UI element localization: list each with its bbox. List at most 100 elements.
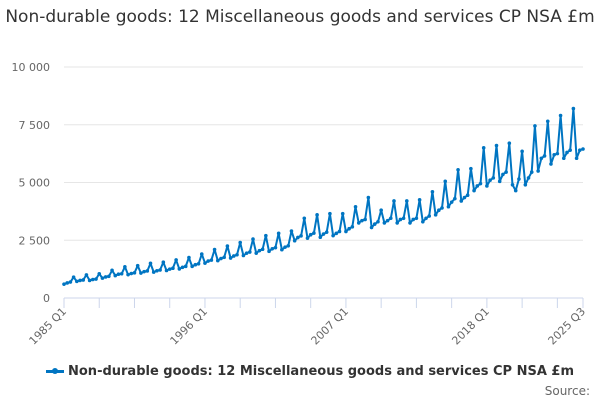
data-point (517, 177, 521, 181)
data-point (100, 276, 105, 280)
y-tick-label: 5 000 (19, 177, 51, 190)
data-point (87, 278, 92, 283)
data-point (132, 271, 137, 275)
data-point (119, 271, 124, 276)
data-point (97, 271, 102, 276)
data-point (324, 230, 329, 234)
data-point (212, 247, 217, 252)
y-tick-label: 2 500 (19, 234, 51, 247)
data-point (510, 183, 515, 187)
data-point (280, 247, 284, 252)
data-point (565, 150, 569, 155)
data-point (193, 262, 198, 267)
data-point (417, 198, 422, 202)
data-point (123, 265, 127, 269)
data-point (254, 251, 259, 255)
data-point (545, 119, 550, 124)
data-point (206, 259, 210, 263)
data-point (116, 272, 121, 277)
data-point (363, 217, 367, 222)
data-point (244, 251, 249, 255)
data-point (571, 106, 576, 111)
data-point (222, 255, 226, 260)
data-point (376, 219, 380, 224)
data-point (344, 229, 348, 234)
data-point (231, 254, 236, 258)
x-tick-label: 1996 Q1 (168, 305, 211, 348)
data-point (129, 271, 134, 276)
data-point (187, 255, 191, 260)
data-point (485, 184, 489, 188)
data-point (158, 268, 162, 272)
data-point (568, 148, 572, 152)
data-point (219, 256, 223, 261)
data-point (209, 258, 214, 262)
data-point (91, 277, 95, 282)
data-point (174, 258, 178, 262)
data-point (171, 266, 175, 271)
data-point (199, 252, 204, 256)
data-point (228, 256, 233, 260)
data-point (340, 211, 345, 216)
x-tick-label: 2018 Q1 (449, 305, 492, 348)
data-point (475, 184, 480, 188)
data-point (478, 181, 483, 186)
series-line (63, 107, 584, 286)
data-point (299, 234, 303, 238)
data-point (331, 233, 335, 238)
data-point (440, 206, 444, 210)
legend[interactable]: Non-durable goods: 12 Miscellaneous good… (46, 364, 574, 379)
data-point (472, 188, 476, 193)
data-point (398, 217, 403, 222)
data-point (318, 235, 323, 240)
data-point (449, 200, 454, 204)
data-point (151, 270, 156, 274)
y-tick-label: 7 500 (19, 119, 51, 132)
data-point (497, 179, 502, 184)
data-point (305, 236, 310, 240)
data-point (312, 231, 316, 235)
data-point (135, 263, 140, 268)
data-point (465, 193, 470, 198)
data-point (251, 237, 255, 241)
data-point (523, 183, 528, 187)
data-point (552, 152, 556, 157)
data-point (561, 156, 566, 161)
data-point (71, 275, 76, 280)
data-point (491, 176, 496, 180)
data-point (581, 147, 585, 151)
data-point (296, 235, 300, 240)
data-point (437, 208, 441, 213)
data-point (203, 261, 207, 265)
data-point (504, 170, 508, 174)
data-point (424, 216, 428, 221)
data-point (190, 264, 194, 269)
data-point (225, 244, 230, 248)
data-point (126, 272, 130, 277)
data-point (446, 204, 451, 209)
data-point (577, 148, 582, 152)
data-point (283, 245, 287, 249)
data-point (481, 146, 486, 150)
data-point (148, 261, 153, 266)
data-point (356, 221, 361, 225)
data-point (520, 149, 524, 154)
data-point (167, 267, 172, 271)
data-point (264, 233, 268, 238)
data-point (414, 216, 419, 221)
data-point (238, 240, 243, 245)
data-point (139, 271, 143, 275)
data-point (177, 267, 182, 271)
data-point (427, 214, 432, 218)
legend-label: Non-durable goods: 12 Miscellaneous good… (68, 364, 575, 379)
data-point (257, 248, 262, 253)
source-label: Source: (544, 384, 590, 398)
data-point (539, 156, 544, 161)
data-point (369, 225, 374, 230)
data-point (110, 268, 114, 273)
legend-line-marker-icon (46, 368, 64, 374)
data-point (430, 189, 435, 194)
data-point (75, 279, 79, 284)
data-point (555, 151, 560, 156)
